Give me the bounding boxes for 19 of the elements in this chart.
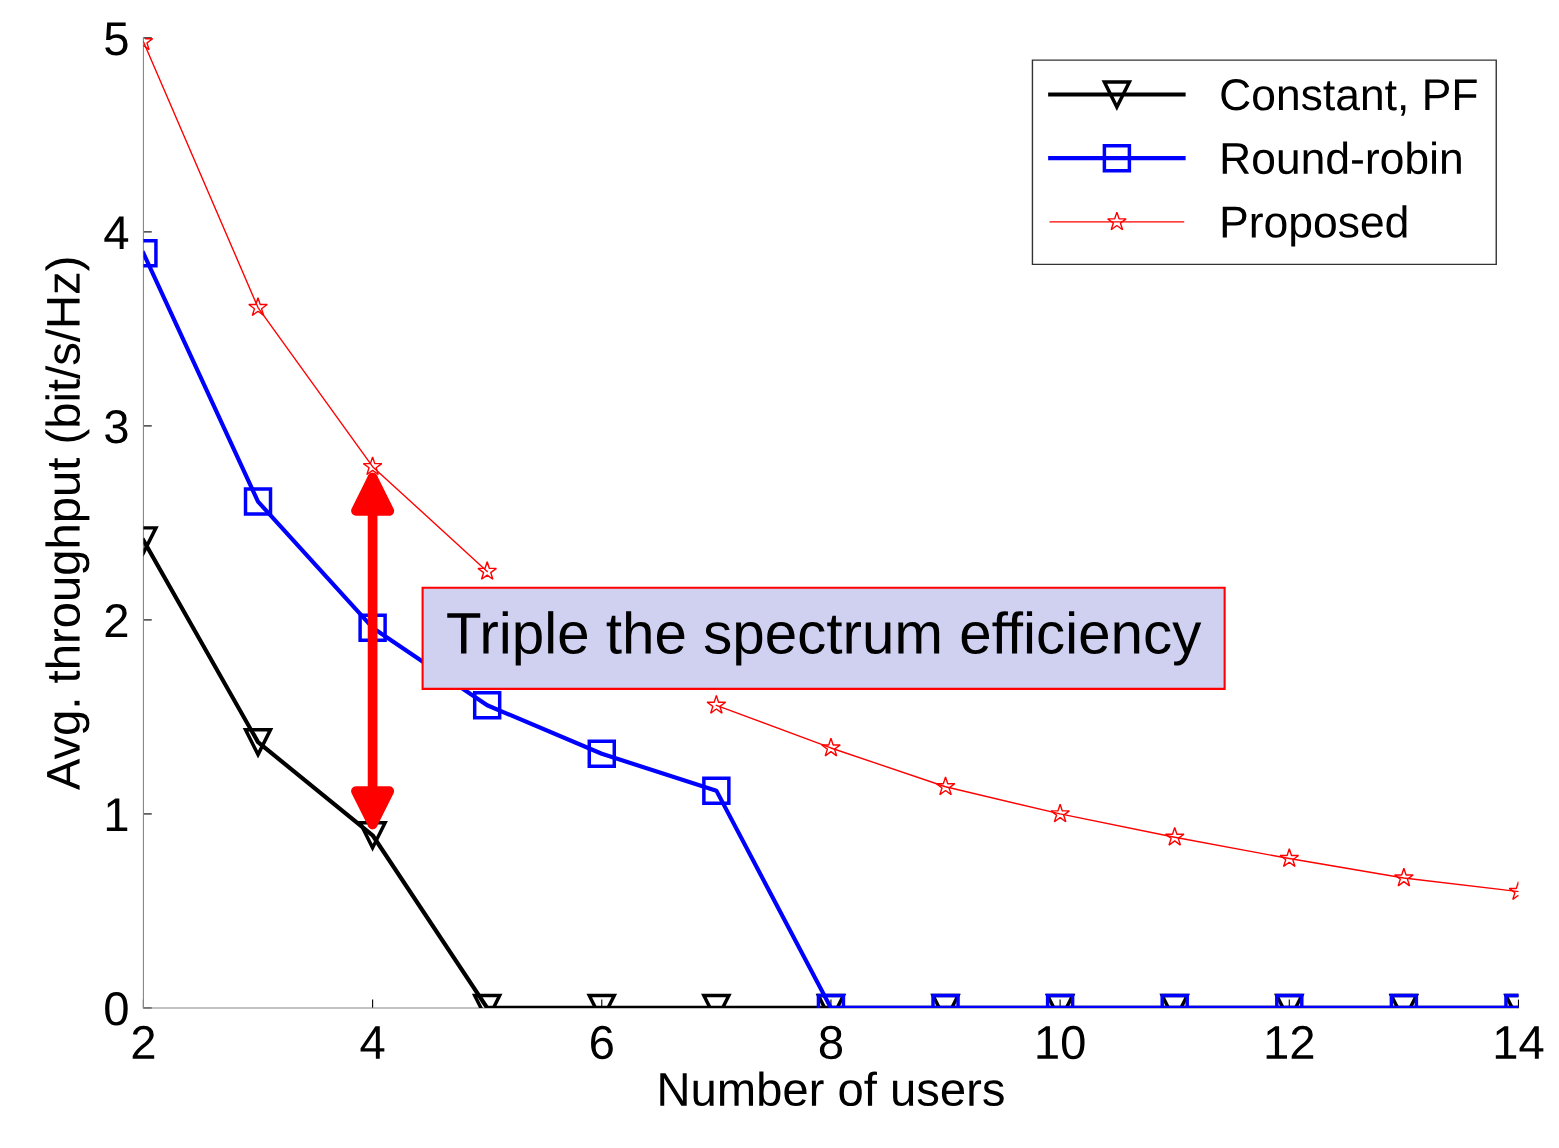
- y-tick-label: 2: [105, 604, 128, 638]
- x-tick-label: 8: [819, 1025, 843, 1060]
- x-tick-label: 14: [1495, 1026, 1544, 1059]
- y-tick-label: 0: [105, 992, 128, 1026]
- x-tick-label: 6: [591, 1025, 613, 1060]
- y-tick-label: 3: [105, 410, 128, 444]
- x-tick-label: 2: [132, 1025, 155, 1059]
- y-axis-title: Avg. throughput (bit/s/Hz): [45, 258, 90, 791]
- legend-label: Round-robin: [1222, 141, 1461, 175]
- x-tick-label: 10: [1037, 1025, 1085, 1060]
- annotation: Triple the spectrum efficiency: [447, 611, 1202, 666]
- x-axis-title: Number of users: [660, 1071, 1004, 1107]
- legend-label: Proposed: [1222, 205, 1407, 247]
- y-tick-label: 5: [105, 22, 128, 56]
- legend-label: Constant, PF: [1221, 79, 1477, 116]
- y-tick-label: 4: [104, 216, 129, 250]
- x-tick-label: 4: [360, 1026, 385, 1059]
- x-tick-label: 12: [1266, 1025, 1314, 1059]
- y-tick-label: 1: [106, 798, 128, 832]
